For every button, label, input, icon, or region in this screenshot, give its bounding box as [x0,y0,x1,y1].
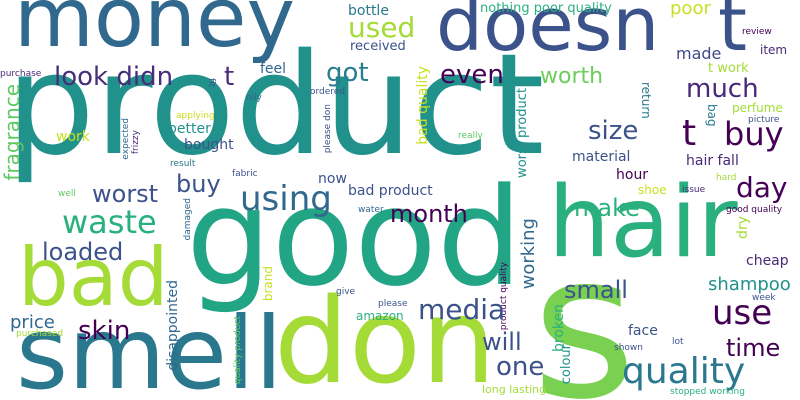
word-frizzy: frizzy [131,130,141,155]
word-bad-product: bad product [348,183,433,199]
word-use: use [712,293,773,333]
word-much: much [686,74,759,104]
word-water: water [358,205,384,215]
word-please: please [378,299,408,309]
word-bag: bag [705,104,719,127]
word-received: received [350,39,406,54]
word-return: return [639,82,653,119]
word-lot: lot [672,337,684,347]
word-day: day [736,171,788,204]
word-really: really [458,131,483,141]
word-shampoo: shampoo [708,274,791,295]
word-size: size [588,116,639,146]
word-working: working [518,218,539,290]
word-got: got [326,58,369,88]
word-fabric: fabric [232,169,258,179]
word-worth: worth [540,64,604,89]
word-stopped-working: stopped working [670,387,745,397]
word-good: good [186,159,523,316]
word-t-buy: t [682,113,697,154]
word-shown: shown [614,343,643,353]
word-nothing-poor-quality: nothing poor quality [480,1,612,16]
word-smell: smell [16,295,283,400]
word-hair-fall: hair fall [686,153,739,169]
word-time: time [726,334,781,362]
word-week: week [752,293,776,303]
word-s: s [532,211,637,400]
word-long-lasting: long lasting [482,383,547,396]
word-price: price [10,312,55,333]
word-material: material [572,149,631,165]
word-media: media [418,293,506,326]
word-disappointed: disappointed [165,280,181,371]
word-issue: issue [682,185,706,195]
word-worst-product: worst product [515,88,530,178]
word-feel: feel [260,61,287,77]
word-applying: applying [176,111,215,121]
word-bad-quality: bad quality [415,66,431,145]
word-doesn: doesn [436,0,660,68]
word-make: make [574,194,640,222]
word-poor: poor [670,0,711,19]
word-quality-product: quality product [233,316,243,385]
word-colour: colour [559,344,574,385]
word-quality: quality [622,351,746,392]
word-perfume: perfume [732,101,783,115]
word-money: money [14,0,295,66]
word-well: well [58,189,76,199]
word-review: review [742,27,772,37]
word-work: work [56,129,90,145]
word-small: small [564,276,628,304]
word-product: product [6,24,545,187]
word-skin: skin [78,316,131,346]
word-using: using [240,179,332,219]
word-bottle: bottle [348,3,389,19]
word-one: one [496,352,545,382]
word-please-don: please don [323,104,333,154]
word-t-look: t [224,62,235,92]
word-month: month [390,200,468,228]
word-buy-right: buy [724,115,784,153]
word-damaged: damaged [183,198,193,241]
word-bad: bad [18,231,169,324]
word-buy-mid: buy [176,170,221,198]
word-shoe: shoe [638,183,667,197]
word-dry: dry [735,216,751,239]
word-now: now [318,171,347,187]
word-oily: oily [246,93,262,103]
word-better: better [168,121,211,137]
word-purchase: purchase [0,69,42,79]
word-picture: picture [748,115,780,125]
word-worst: worst [92,180,159,208]
word-loaded: loaded [42,238,124,266]
word-purchased: purchased [16,329,64,339]
word-fragrance: fragrance [0,84,24,181]
word-hard: hard [716,173,737,183]
word-t: t [718,0,748,68]
word-look-didn: look didn [54,62,174,92]
word-bought: bought [184,137,234,153]
word-waste: waste [62,203,157,241]
word-ordered: ordered [310,87,346,97]
word-even: even [440,60,504,90]
word-amazon: amazon [356,309,404,323]
word-will: will [482,328,522,356]
word-made: made [676,44,722,63]
word-fit: fit [206,78,216,88]
word-cheap: cheap [746,253,789,269]
word-expected: expected [121,118,131,160]
word-result: result [170,159,196,169]
word-item: item [760,43,788,57]
word-t-work: t work [708,61,749,76]
word-hair: hair [548,166,738,280]
word-don: don [274,272,496,400]
word-hour: hour [616,167,649,183]
word-used: used [348,11,416,44]
word-brand: brand [261,266,275,302]
word-give: give [336,287,356,297]
word-good-quality: good quality [726,205,783,215]
word-face: face [628,323,658,339]
